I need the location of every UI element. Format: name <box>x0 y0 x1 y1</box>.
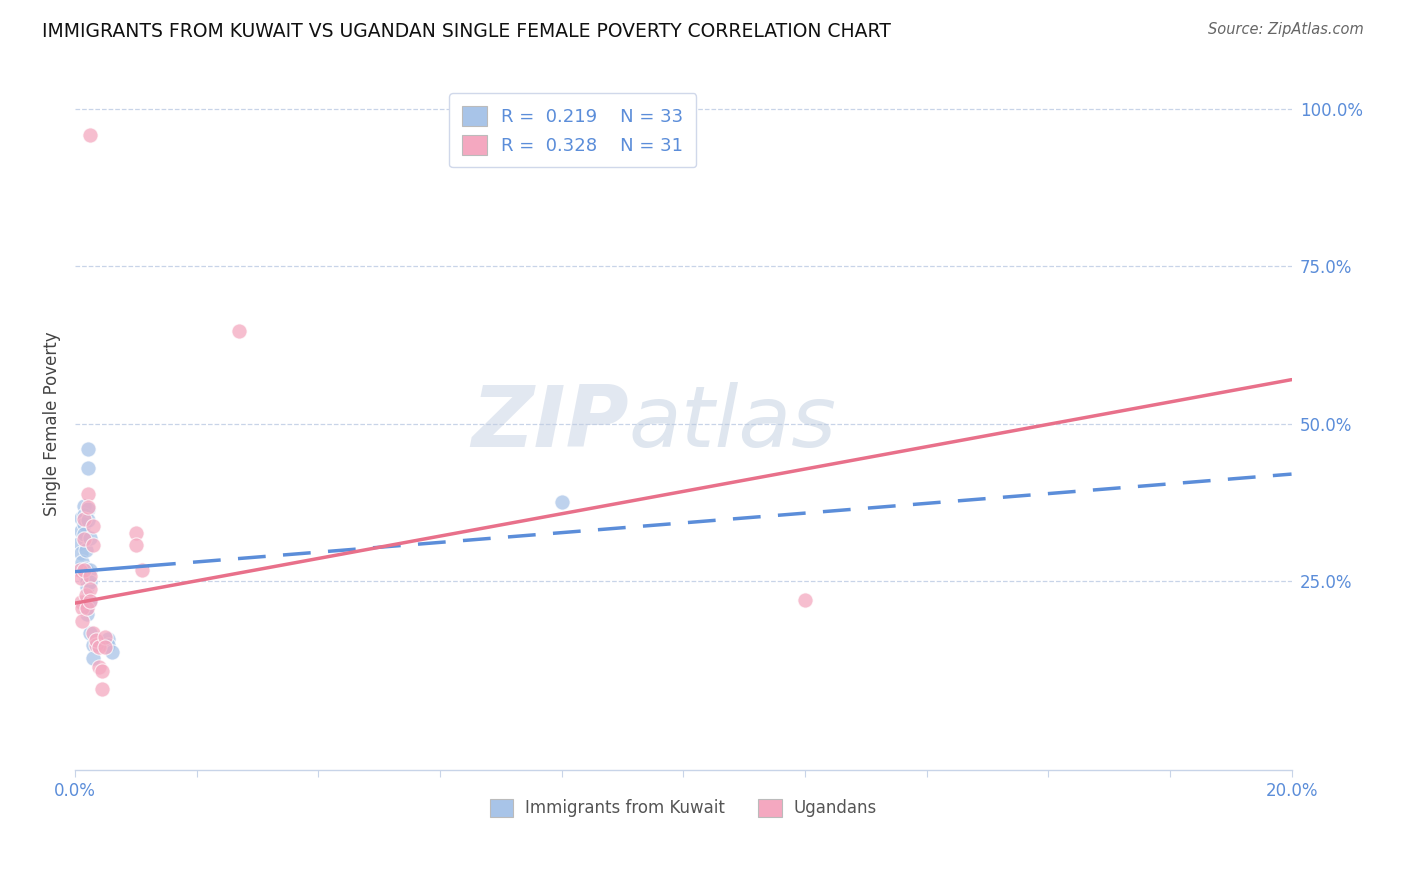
Point <box>79 569 101 583</box>
Point <box>91 682 114 697</box>
Point <box>76 607 98 622</box>
Point <box>79 531 101 545</box>
Point <box>77 442 100 456</box>
Point <box>131 563 153 577</box>
Point <box>82 625 104 640</box>
Point <box>91 664 114 678</box>
Point <box>125 525 148 540</box>
Y-axis label: Single Female Poverty: Single Female Poverty <box>44 332 60 516</box>
Point <box>76 594 98 608</box>
Point <box>94 640 117 655</box>
Point <box>97 632 120 646</box>
Point <box>70 595 93 609</box>
Point <box>82 651 104 665</box>
Point <box>67 561 90 575</box>
Text: Source: ZipAtlas.com: Source: ZipAtlas.com <box>1208 22 1364 37</box>
Point <box>84 638 107 652</box>
Point <box>79 575 101 590</box>
Point <box>79 128 101 143</box>
Point <box>77 513 100 527</box>
Point <box>97 638 120 652</box>
Point <box>77 501 100 516</box>
Point <box>69 563 91 577</box>
Point <box>75 561 97 575</box>
Point <box>94 630 117 644</box>
Point <box>79 594 101 608</box>
Point <box>77 487 100 501</box>
Point <box>89 640 111 655</box>
Point <box>70 571 93 585</box>
Point <box>73 563 96 577</box>
Point <box>76 601 98 615</box>
Point <box>84 632 107 647</box>
Point <box>100 645 122 659</box>
Point <box>79 582 101 597</box>
Point <box>79 625 101 640</box>
Point <box>77 500 100 514</box>
Text: ZIP: ZIP <box>471 382 628 466</box>
Point <box>82 519 104 533</box>
Point <box>550 495 572 509</box>
Point <box>75 571 97 585</box>
Point <box>73 527 96 541</box>
Point <box>125 538 148 552</box>
Point <box>70 546 93 560</box>
Point <box>79 563 101 577</box>
Text: IMMIGRANTS FROM KUWAIT VS UGANDAN SINGLE FEMALE POVERTY CORRELATION CHART: IMMIGRANTS FROM KUWAIT VS UGANDAN SINGLE… <box>42 22 891 41</box>
Point <box>73 508 96 522</box>
Point <box>82 538 104 552</box>
Point <box>69 536 91 550</box>
Point <box>72 555 94 569</box>
Point <box>228 324 250 338</box>
Point <box>76 574 98 588</box>
Point <box>73 517 96 532</box>
Point <box>75 588 97 602</box>
Point <box>73 499 96 513</box>
Point <box>73 532 96 546</box>
Point <box>72 601 94 615</box>
Legend: Immigrants from Kuwait, Ugandans: Immigrants from Kuwait, Ugandans <box>484 792 883 824</box>
Point <box>75 542 97 557</box>
Point <box>72 614 94 628</box>
Point <box>77 460 100 475</box>
Point <box>70 524 93 538</box>
Text: atlas: atlas <box>628 382 837 466</box>
Point <box>793 593 815 607</box>
Point <box>73 512 96 526</box>
Point <box>79 594 101 608</box>
Point <box>82 638 104 652</box>
Point <box>76 601 98 615</box>
Point <box>76 581 98 595</box>
Point <box>89 660 111 674</box>
Point <box>70 511 93 525</box>
